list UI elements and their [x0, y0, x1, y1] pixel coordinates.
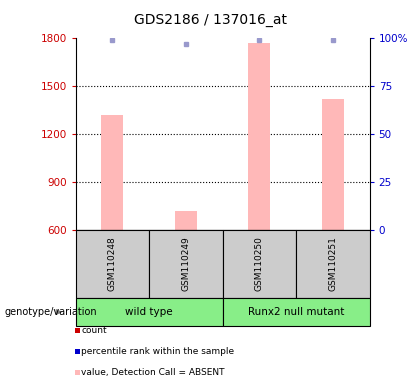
Bar: [296, 230, 370, 298]
Text: percentile rank within the sample: percentile rank within the sample: [81, 347, 234, 356]
Bar: [223, 230, 296, 298]
Text: genotype/variation: genotype/variation: [4, 307, 97, 317]
Bar: [175, 211, 197, 230]
Bar: [223, 298, 370, 326]
Text: wild type: wild type: [125, 307, 173, 317]
Text: Runx2 null mutant: Runx2 null mutant: [248, 307, 344, 317]
Text: GSM110249: GSM110249: [181, 237, 190, 291]
Text: GDS2186 / 137016_at: GDS2186 / 137016_at: [134, 13, 286, 27]
Text: count: count: [81, 326, 107, 335]
Bar: [322, 99, 344, 230]
Bar: [76, 298, 223, 326]
Bar: [149, 230, 223, 298]
Text: GSM110248: GSM110248: [108, 237, 117, 291]
Bar: [76, 230, 149, 298]
Bar: [248, 43, 270, 230]
Text: value, Detection Call = ABSENT: value, Detection Call = ABSENT: [81, 368, 225, 377]
Text: GSM110251: GSM110251: [328, 237, 337, 291]
Bar: [101, 115, 123, 230]
Text: GSM110250: GSM110250: [255, 237, 264, 291]
